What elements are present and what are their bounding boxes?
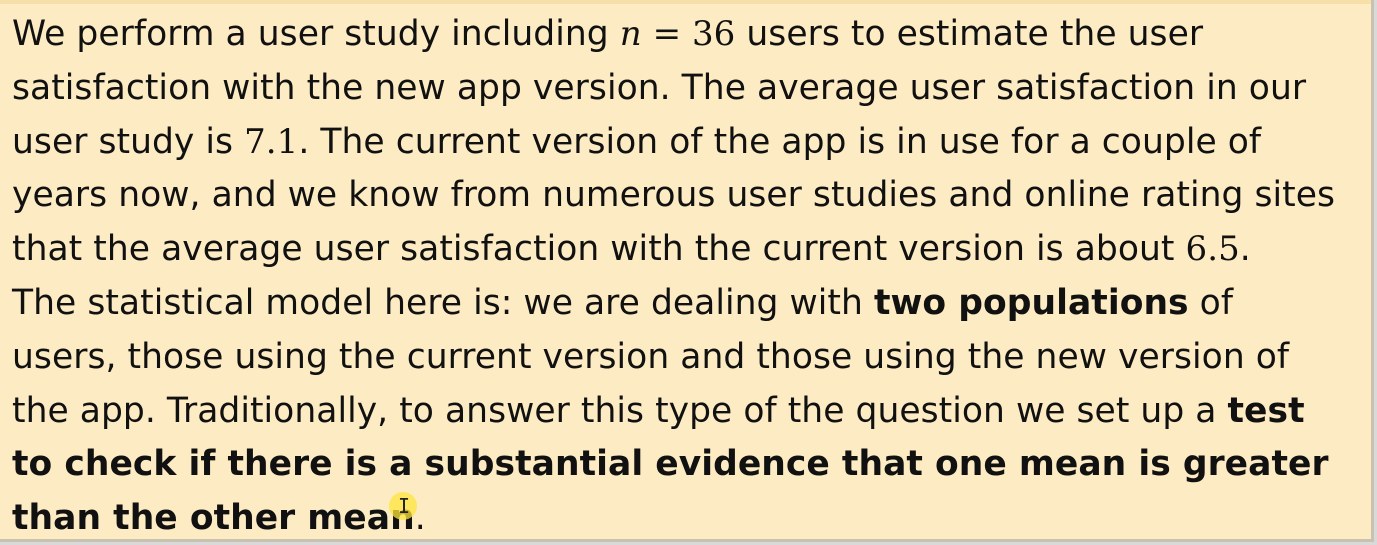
math-number: 6.5 <box>1185 229 1240 270</box>
text-segment: user study is <box>12 121 245 162</box>
bold-phrase: two populations <box>873 282 1189 323</box>
text-line-5: that the average user satisfaction with … <box>12 223 1370 277</box>
text-segment: We perform a user study including <box>12 14 620 54</box>
text-segment: of <box>1188 282 1234 323</box>
text-line-10: than the other mean. <box>12 492 1370 539</box>
text-segment: . <box>1239 229 1251 270</box>
text-line-8: the app. Traditionally, to answer this t… <box>12 385 1370 439</box>
cursor-highlight <box>389 492 417 520</box>
math-operator: = <box>641 14 692 54</box>
text-line-6: The statistical model here is: we are de… <box>12 277 1370 331</box>
bold-phrase: test <box>1227 390 1305 431</box>
math-number: 7.1 <box>244 121 299 162</box>
bold-phrase: than the other mean <box>12 498 415 539</box>
text-line-7: users, those using the current version a… <box>12 336 1290 377</box>
text-line-3: user study is 7.1. The current version o… <box>12 116 1370 170</box>
text-line-4: years now, and we know from numerous use… <box>12 175 1336 216</box>
slide-top-strip <box>0 0 1371 4</box>
math-variable: n <box>619 14 642 54</box>
text-line-2: satisfaction with the new app version. T… <box>12 67 1307 108</box>
text-cursor-icon: I <box>398 494 411 518</box>
math-number: 36 <box>691 14 736 54</box>
slide-body-text: We perform a user study including n = 36… <box>12 8 1370 539</box>
text-line-1: We perform a user study including n = 36… <box>12 8 1370 62</box>
text-segment: . <box>414 498 426 539</box>
text-segment: that the average user satisfaction with … <box>12 229 1186 270</box>
text-segment: the app. Traditionally, to answer this t… <box>12 390 1228 431</box>
text-line-9: to check if there is a substantial evide… <box>12 444 1329 485</box>
text-segment: . The current version of the app is in u… <box>298 121 1262 162</box>
text-segment: The statistical model here is: we are de… <box>12 282 874 323</box>
text-segment: users to estimate the user <box>735 14 1204 54</box>
